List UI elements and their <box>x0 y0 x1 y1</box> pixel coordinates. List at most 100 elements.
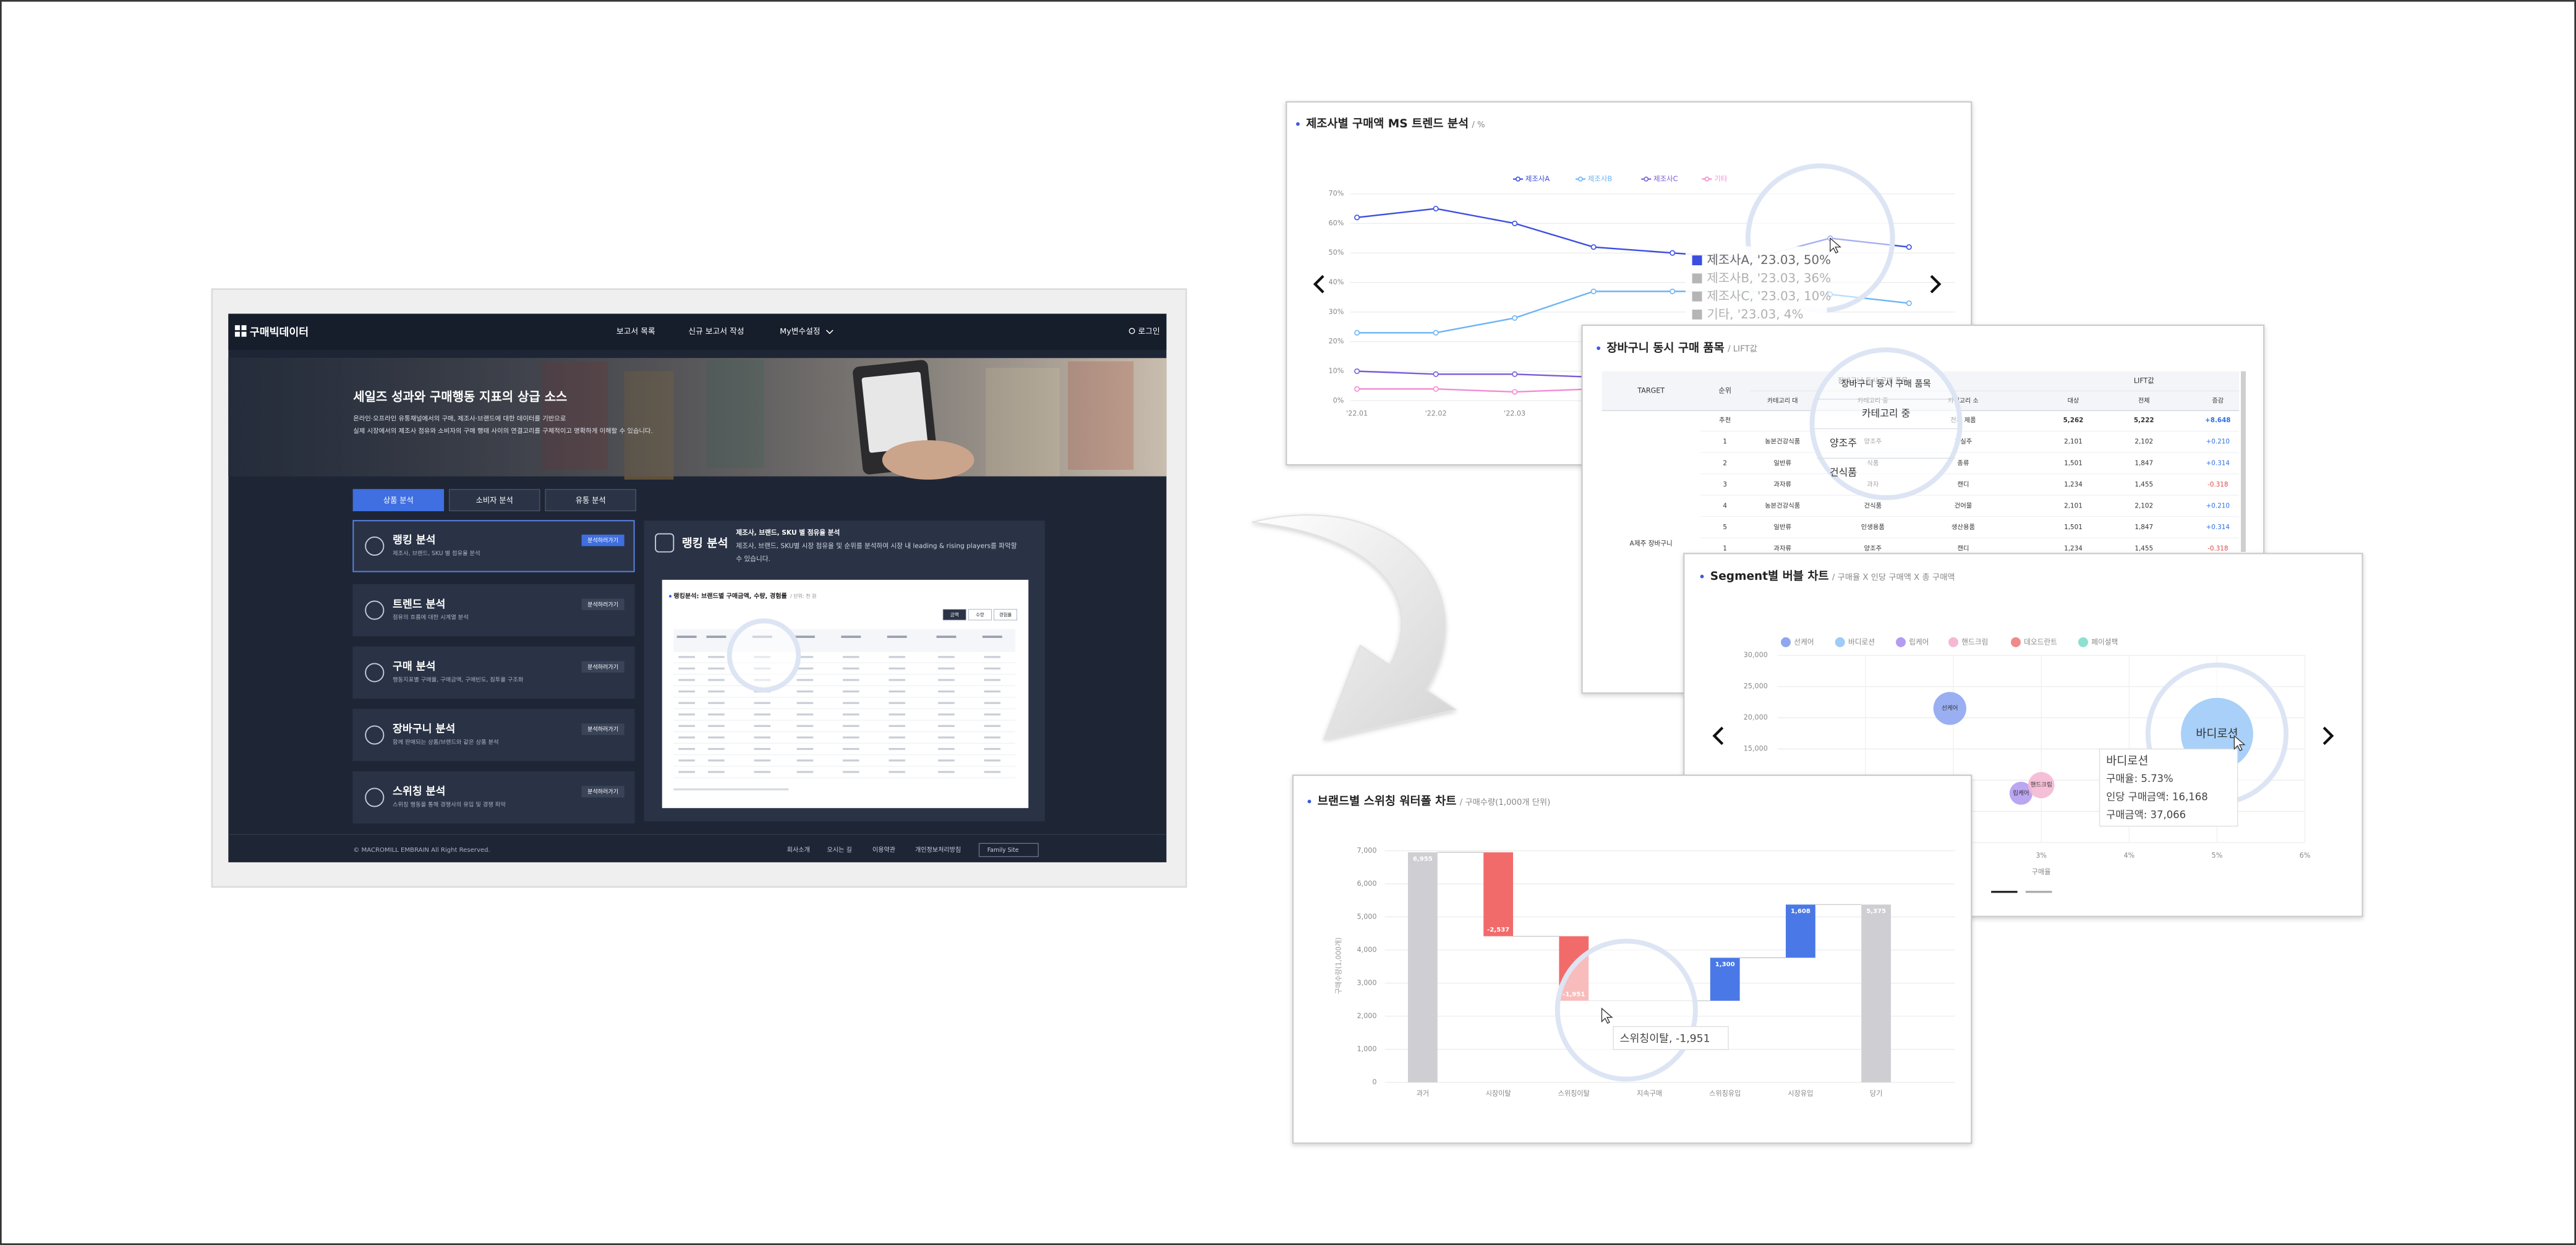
preview-cell <box>708 747 725 750</box>
bubble-label: 핸드크림 <box>2031 781 2052 789</box>
menu-button-label[interactable]: 분석하러가기 <box>587 789 618 796</box>
preview-cell <box>889 747 905 750</box>
table-cell: 1 <box>1723 438 1727 446</box>
navbar <box>228 313 1167 350</box>
preview-cell <box>678 736 695 739</box>
nav-item[interactable]: 보고서 목록 <box>616 327 655 336</box>
x-tick-label: 시장이탈 <box>1486 1090 1511 1098</box>
logo[interactable]: 구매빅데이터 <box>250 326 309 339</box>
tab-label[interactable]: 소비자 분석 <box>476 496 513 504</box>
detail-icon <box>655 533 675 553</box>
logo-icon <box>234 331 240 337</box>
nav-item[interactable]: 신규 보고서 작성 <box>688 327 744 336</box>
preview-cell <box>796 690 814 693</box>
menu-button-label[interactable]: 분석하러가기 <box>587 537 618 544</box>
y-tick-label: 70% <box>1329 190 1344 198</box>
menu-button[interactable] <box>581 786 625 797</box>
family-site[interactable]: Family Site <box>987 847 1019 854</box>
nav-arrow[interactable] <box>1313 274 1324 294</box>
detail-desc: 제조사, 브랜드, SKU 별 점유율 분석 <box>736 529 840 537</box>
footer-link[interactable]: 개인정보처리방침 <box>915 846 961 854</box>
menu-title[interactable]: 랭킹 분석 <box>393 534 436 546</box>
menu-title[interactable]: 장바구니 분석 <box>393 723 455 736</box>
preview-cell <box>754 724 771 727</box>
menu-button-label[interactable]: 분석하러가기 <box>587 726 618 733</box>
tab[interactable] <box>352 489 445 511</box>
preview-cell <box>842 724 859 727</box>
y-tick-label: 30% <box>1329 308 1344 316</box>
legend-marker <box>1644 176 1649 182</box>
menu-button[interactable] <box>581 534 625 546</box>
bar <box>1861 904 1891 1082</box>
menu-button-label[interactable]: 분석하러가기 <box>587 664 618 671</box>
legend-marker <box>1515 176 1520 182</box>
tooltip-item: 구매금액: 37,066 <box>2106 809 2186 821</box>
x-tick-label: '22.02 <box>1425 410 1447 418</box>
table-cell: 2,102 <box>2135 438 2153 446</box>
x-axis-label: 구매율 <box>2032 868 2051 876</box>
bar <box>1407 852 1438 1082</box>
table-cell: 5 <box>1723 524 1727 531</box>
legend-label: 제조사C <box>1653 174 1678 183</box>
preview-button-label[interactable]: 금액 <box>950 611 959 618</box>
menu-title[interactable]: 스위칭 분석 <box>393 786 445 798</box>
menu-title[interactable]: 구매 분석 <box>393 661 436 673</box>
footer-link[interactable]: 이용약관 <box>872 846 895 854</box>
tab-label[interactable]: 유통 분석 <box>576 496 606 504</box>
tooltip <box>1685 246 1827 326</box>
footer-link[interactable]: 회사소개 <box>787 846 810 854</box>
preview-cell <box>984 679 1001 681</box>
table-subheader: 대상 <box>2068 397 2079 404</box>
menu-desc: 함께 판매되는 상품/브랜드와 같은 상품 분석 <box>393 738 499 746</box>
preview-cell <box>984 702 1001 704</box>
preview-button-label[interactable]: 경험률 <box>999 611 1012 618</box>
y-tick-label: 60% <box>1329 219 1344 227</box>
menu-button[interactable] <box>581 598 625 611</box>
preview-cell <box>842 690 859 693</box>
magnified-text: 건식품 <box>1830 467 1857 478</box>
menu-button[interactable] <box>581 661 625 673</box>
preview-button[interactable] <box>968 609 992 621</box>
panel-title: 장바구니 동시 구매 품목 <box>1606 342 1724 355</box>
footer-link[interactable]: 오시는 길 <box>827 846 852 854</box>
tooltip <box>1613 1026 1729 1050</box>
y-tick-label: 3,000 <box>1357 979 1377 987</box>
banner-text: 실제 시장에서의 제조사 점유와 소비자의 구매 행태 사이의 연결고리를 구체… <box>353 427 653 435</box>
tab[interactable] <box>448 489 540 511</box>
table-cell: 1,455 <box>2135 545 2153 552</box>
preview-cell <box>889 679 905 681</box>
magnifier <box>1809 347 1963 501</box>
series-point <box>1433 371 1439 377</box>
tab[interactable] <box>545 489 636 511</box>
menu-title[interactable]: 트렌드 분석 <box>393 598 445 611</box>
preview-cell <box>938 759 955 762</box>
magnified-text: 양조주 <box>1830 437 1857 449</box>
panel-unit: / % <box>1472 121 1485 130</box>
y-tick-label: 30,000 <box>1744 651 1768 659</box>
table-header: TARGET <box>1637 386 1665 394</box>
tooltip <box>2099 748 2238 827</box>
preview-cell <box>842 736 859 739</box>
preview-cell <box>889 759 905 762</box>
nav-arrow[interactable] <box>1930 274 1942 294</box>
login[interactable]: 로그인 <box>1138 327 1160 336</box>
table-cell: -0.318 <box>2207 481 2228 488</box>
nav-arrow[interactable] <box>2322 726 2334 746</box>
tab-label[interactable]: 상품 분석 <box>383 496 414 504</box>
menu-button-label[interactable]: 분석하러가기 <box>587 601 618 608</box>
x-tick-label: 스위칭이탈 <box>1558 1090 1590 1098</box>
series-point <box>1512 220 1518 226</box>
preview-button-label[interactable]: 수량 <box>976 612 984 618</box>
preview-cell <box>796 747 814 750</box>
preview-button[interactable] <box>942 609 966 621</box>
nav-item[interactable]: My변수설정 <box>780 327 820 336</box>
tooltip-swatch <box>1692 291 1702 302</box>
family-site-box[interactable] <box>978 843 1039 857</box>
menu-button[interactable] <box>581 723 625 735</box>
login-icon <box>1128 328 1135 334</box>
preview-button[interactable] <box>994 609 1018 621</box>
nav-arrow[interactable] <box>1712 726 1724 746</box>
table-cell: 전체 제품 <box>1950 417 1976 424</box>
preview-bullet <box>668 595 672 598</box>
preview-cell <box>708 679 725 681</box>
